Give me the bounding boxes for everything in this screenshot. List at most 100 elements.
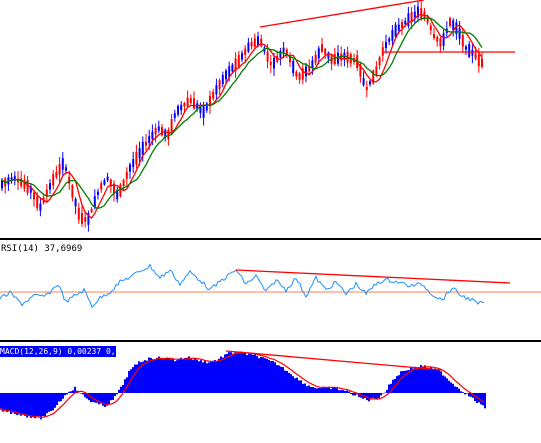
macd-histogram-bar [400,371,402,393]
macd-histogram-bar [346,390,348,393]
price-panel [1,0,515,232]
macd-label: MACD(12,26,9) 0,00237 0,00087 [0,346,116,357]
candle-body [183,103,186,107]
macd-histogram-bar [188,356,190,393]
macd-histogram-bar [474,393,476,402]
macd-histogram-bar [58,393,60,402]
macd-histogram-bar [248,353,250,393]
macd-histogram-bar [260,356,262,393]
macd-histogram-bar [462,392,464,393]
macd-histogram-bar [328,386,330,393]
macd-histogram-bar [120,386,122,393]
macd-histogram-bar [160,359,162,393]
candle-body [449,18,451,26]
candle-body [81,213,83,224]
macd-histogram-bar [38,393,40,417]
candle-body [58,164,61,175]
candle-body [205,103,208,111]
macd-histogram-bar [6,393,8,413]
macd-histogram-bar [44,393,46,417]
candle-body [404,20,407,24]
macd-histogram-bar [280,366,282,393]
candle-body [71,185,74,198]
candle-body [148,136,151,143]
macd-histogram-bar [314,387,316,393]
macd-histogram-bar [182,358,184,393]
macd-histogram-bar [26,393,28,418]
candle-body [433,33,435,39]
macd-histogram-bar [262,357,264,393]
macd-histogram-bar [228,352,230,393]
candle-body [439,38,442,47]
macd-histogram-bar [200,360,202,393]
macd-histogram-bar [158,356,160,393]
macd-histogram-bar [482,393,484,406]
candle-body [209,95,211,107]
macd-histogram-bar [372,393,374,398]
macd-histogram-bar [62,393,64,399]
candle-body [461,34,464,47]
candle-body [177,105,179,115]
macd-histogram-bar [18,393,20,415]
candle-body [317,48,320,59]
candle-body [221,74,224,85]
macd-histogram-bar [312,386,314,393]
macd-histogram-bar [20,393,22,416]
macd-histogram-bar [72,390,74,393]
candle-body [212,92,215,99]
macd-histogram-bar [436,369,438,393]
candle-body [20,178,23,187]
macd-histogram-bar [320,388,322,393]
macd-histogram-bar [0,393,2,409]
macd-histogram-bar [468,393,470,397]
candle-body [116,189,119,200]
macd-histogram-bar [94,393,96,403]
macd-histogram-bar [74,386,76,393]
macd-histogram-bar [112,393,114,400]
macd-histogram-bar [292,376,294,393]
macd-histogram-bar [132,367,134,393]
candle-body [1,179,3,189]
candle-body [273,57,275,69]
candle-body [417,6,419,18]
rsi-panel [0,263,541,309]
macd-histogram-bar [410,366,412,393]
macd-histogram-bar [86,393,88,399]
macd-histogram-bar [340,390,342,393]
macd-histogram-bar [250,353,252,393]
candle-body [285,49,288,55]
macd-histogram-bar [456,386,458,393]
candle-body [167,130,170,140]
candle-body [29,186,32,193]
macd-histogram-bar [398,375,400,393]
macd-histogram-bar [176,360,178,393]
macd-histogram-bar [4,393,6,410]
macd-histogram-bar [334,387,336,393]
macd-histogram-bar [232,353,234,393]
macd-histogram-bar [364,393,366,399]
macd-histogram-bar [52,393,54,411]
macd-histogram-bar [336,388,338,393]
macd-histogram-bar [138,361,140,393]
candle-body [100,183,103,190]
candle-body [10,177,13,182]
macd-histogram-bar [368,393,370,402]
candle-body [231,64,234,72]
macd-histogram-bar [196,359,198,393]
macd-histogram-bar [294,378,296,393]
macd-histogram-bar [484,393,486,409]
candle-body [109,179,112,187]
candle-body [308,65,311,72]
macd-histogram-bar [50,393,52,412]
candle-body [33,192,35,200]
candle-body [202,105,205,118]
macd-histogram-bar [278,365,280,393]
candle-body [215,85,218,95]
macd-histogram-bar [100,393,102,404]
macd-histogram-bar [78,392,80,394]
candle-body [321,44,323,52]
macd-histogram-bar [274,362,276,393]
candle-body [39,203,42,211]
macd-histogram-bar [382,393,384,394]
macd-histogram-bar [216,360,218,393]
